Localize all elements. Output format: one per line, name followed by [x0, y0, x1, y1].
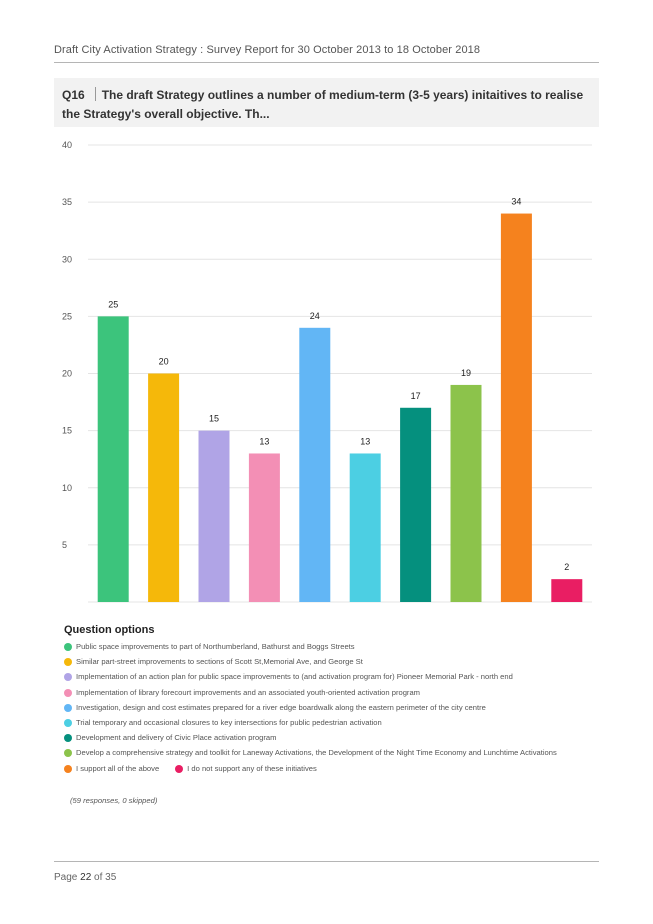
option-color-dot-icon: [175, 764, 184, 773]
bar-value-label: 15: [209, 414, 219, 424]
option-label: Similar part-street improvements to sect…: [76, 657, 363, 667]
bar: [97, 316, 129, 602]
bar: [198, 430, 230, 602]
report-header: Draft City Activation Strategy : Survey …: [54, 44, 481, 56]
bar-chart: 5 10 15 20 25 30 35 40 25 20 15 13 24 13 17 19 34 2: [62, 140, 592, 603]
question-box: Q16 The draft Strategy outlines a number …: [54, 78, 599, 127]
option-item: Develop a comprehensive strategy and too…: [64, 748, 584, 758]
y-tick-label: 15: [62, 426, 72, 436]
response-count: (59 responses, 0 skipped): [70, 796, 158, 805]
option-color-dot-icon: [64, 703, 72, 712]
option-item: I support all of the above: [64, 764, 159, 774]
option-item: Implementation of an action plan for pub…: [64, 672, 584, 682]
option-label: Public space improvements to part of Nor…: [76, 642, 355, 651]
options-last-row: I support all of the above I do not suppo…: [64, 764, 584, 779]
option-item: Development and delivery of Civic Place …: [64, 733, 584, 743]
option-item: I do not support any of these initiative…: [175, 764, 317, 774]
question-number: Q16: [62, 88, 85, 102]
y-tick-label: 40: [62, 140, 72, 150]
bar-value-label: 13: [259, 436, 269, 446]
bar: [299, 327, 331, 602]
question-text: The draft Strategy outlines a number of …: [62, 88, 584, 121]
option-label: I do not support any of these initiative…: [187, 763, 317, 773]
page-total: 35: [105, 872, 117, 883]
page-footer: Page 22 of 35: [54, 872, 116, 883]
question-divider: [94, 87, 96, 101]
footer-divider: [54, 861, 599, 862]
y-tick-label: 5: [62, 540, 67, 550]
option-label: Implementation of library forecourt impr…: [76, 687, 421, 697]
bar: [400, 407, 432, 602]
page-current: 22: [80, 872, 92, 883]
y-tick-label: 25: [62, 311, 72, 321]
page-of: of: [94, 872, 103, 883]
bar: [248, 453, 280, 602]
bar: [551, 579, 583, 602]
options-list: Public space improvements to part of Nor…: [64, 642, 584, 758]
page-prefix: Page: [54, 872, 78, 883]
bar-value-label: 19: [461, 368, 471, 378]
option-color-dot-icon: [64, 764, 72, 773]
option-item: Trial temporary and occasional closures …: [64, 718, 584, 728]
bar: [349, 453, 381, 602]
option-label: I support all of the above: [76, 763, 160, 773]
bar-value-label: 2: [564, 562, 569, 572]
option-color-dot-icon: [64, 688, 72, 697]
bar-value-label: 34: [511, 197, 521, 207]
option-color-dot-icon: [64, 643, 72, 651]
header-divider: [54, 62, 599, 63]
option-label: Implementation of an action plan for pub…: [76, 672, 513, 682]
option-color-dot-icon: [64, 749, 72, 758]
bar-value-label: 25: [108, 299, 118, 309]
option-item: Public space improvements to part of Nor…: [64, 642, 584, 652]
option-item: Implementation of library forecourt impr…: [64, 688, 584, 698]
question-text-block: Q16 The draft Strategy outlines a number …: [62, 86, 592, 124]
bar: [450, 384, 482, 602]
options-legend: Public space improvements to part of Nor…: [64, 642, 584, 779]
option-label: Trial temporary and occasional closures …: [76, 717, 382, 727]
option-item: Similar part-street improvements to sect…: [64, 657, 584, 667]
option-item: Investigation, design and cost estimates…: [64, 703, 584, 713]
option-label: Development and delivery of Civic Place …: [76, 733, 277, 743]
bar-value-label: 20: [159, 357, 169, 367]
bar-value-label: 24: [310, 311, 320, 321]
option-color-dot-icon: [64, 658, 72, 667]
options-title: Question options: [64, 624, 155, 636]
option-label: Develop a comprehensive strategy and too…: [76, 748, 557, 758]
option-color-dot-icon: [64, 718, 72, 727]
y-tick-label: 20: [62, 369, 72, 379]
bar: [148, 373, 180, 602]
bar: [500, 213, 532, 603]
bar-value-label: 13: [360, 436, 370, 446]
y-tick-label: 35: [62, 197, 72, 207]
y-tick-label: 10: [62, 483, 72, 493]
y-tick-label: 30: [62, 254, 72, 264]
option-color-dot-icon: [64, 734, 72, 743]
option-label: Investigation, design and cost estimates…: [76, 702, 486, 712]
option-color-dot-icon: [64, 673, 72, 682]
bar-value-label: 17: [411, 391, 421, 401]
